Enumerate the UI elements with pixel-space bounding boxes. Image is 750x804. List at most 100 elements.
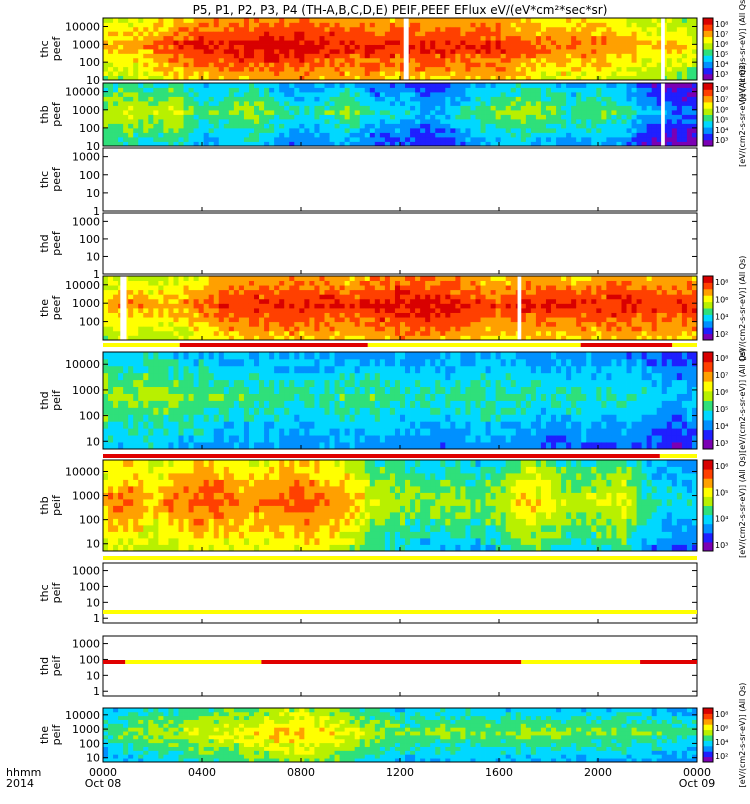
spectrogram-cell xyxy=(219,119,224,124)
spectrogram-cell xyxy=(123,110,128,115)
spectrogram-cell xyxy=(561,128,566,133)
spectrogram-cell xyxy=(425,326,430,331)
spectrogram-cell xyxy=(365,128,370,133)
spectrogram-cell xyxy=(581,317,586,322)
spectrogram-cell xyxy=(209,299,214,304)
spectrogram-cell xyxy=(430,119,435,124)
spectrogram-cell xyxy=(375,124,380,129)
spectrogram-cell xyxy=(571,303,576,308)
spectrogram-cell xyxy=(194,88,199,93)
spectrogram-cell xyxy=(501,31,506,36)
spectrogram-cell xyxy=(118,88,123,93)
spectrogram-cell xyxy=(652,299,657,304)
spectrogram-cell xyxy=(420,119,425,124)
spectrogram-cell xyxy=(133,290,138,295)
spectrogram-cell xyxy=(465,67,470,72)
spectrogram-cell xyxy=(244,313,249,318)
spectrogram-cell xyxy=(133,331,138,336)
spectrogram-cell xyxy=(279,331,284,336)
spectrogram-cell xyxy=(249,313,254,318)
spectrogram-cell xyxy=(108,83,113,88)
spectrogram-cell xyxy=(526,45,531,50)
spectrogram-cell xyxy=(375,83,380,88)
spectrogram-cell xyxy=(274,133,279,138)
spectrogram-cell xyxy=(294,83,299,88)
spectrogram-cell xyxy=(435,110,440,115)
spectrogram-cell xyxy=(667,128,672,133)
spectrogram-cell xyxy=(450,294,455,299)
spectrogram-cell xyxy=(460,313,465,318)
spectrogram-cell xyxy=(420,137,425,142)
spectrogram-cell xyxy=(561,110,566,115)
spectrogram-cell xyxy=(611,128,616,133)
spectrogram-cell xyxy=(481,285,486,290)
spectrogram-cell xyxy=(259,97,264,102)
spectrogram-cell xyxy=(526,308,531,313)
spectrogram-cell xyxy=(189,49,194,54)
spectrogram-cell xyxy=(138,36,143,41)
spectrogram-cell xyxy=(143,18,148,23)
spectrogram-cell xyxy=(340,45,345,50)
spectrogram-cell xyxy=(163,92,168,97)
spectrogram-cell xyxy=(294,331,299,336)
spectrogram-cell xyxy=(415,313,420,318)
spectrogram-cell xyxy=(611,281,616,286)
spectrogram-cell xyxy=(380,133,385,138)
spectrogram-cell xyxy=(209,276,214,281)
spectrogram-cell xyxy=(294,58,299,63)
spectrogram-cell xyxy=(657,331,662,336)
spectrogram-cell xyxy=(319,71,324,76)
spectrogram-cell xyxy=(370,97,375,102)
spectrogram-cell xyxy=(687,22,692,27)
spectrogram-cell xyxy=(350,40,355,45)
spectrogram-cell xyxy=(219,313,224,318)
spectrogram-cell xyxy=(133,92,138,97)
spectrogram-cell xyxy=(551,71,556,76)
spectrogram-cell xyxy=(219,137,224,142)
spectrogram-cell xyxy=(385,276,390,281)
spectrogram-cell xyxy=(189,45,194,50)
spectrogram-cell xyxy=(627,313,632,318)
spectrogram-cell xyxy=(113,285,118,290)
spectrogram-cell xyxy=(274,40,279,45)
spectrogram-cell xyxy=(375,133,380,138)
spectrogram-cell xyxy=(450,303,455,308)
spectrogram-cell xyxy=(345,124,350,129)
spectrogram-cell xyxy=(672,119,677,124)
spectrogram-cell xyxy=(108,101,113,106)
spectrogram-cell xyxy=(279,31,284,36)
spectrogram-cell xyxy=(581,36,586,41)
spectrogram-cell xyxy=(289,290,294,295)
spectrogram-cell xyxy=(234,31,239,36)
spectrogram-cell xyxy=(118,18,123,23)
spectrogram-cell xyxy=(556,285,561,290)
spectrogram-cell xyxy=(571,124,576,129)
spectrogram-cell xyxy=(395,281,400,286)
spectrogram-cell xyxy=(430,128,435,133)
spectrogram-cell xyxy=(642,317,647,322)
spectrogram-cell xyxy=(596,290,601,295)
spectrogram-cell xyxy=(234,45,239,50)
spectrogram-cell xyxy=(294,290,299,295)
spectrogram-cell xyxy=(324,88,329,93)
spectrogram-cell xyxy=(616,18,621,23)
spectrogram-cell xyxy=(496,115,501,120)
spectrogram-cell xyxy=(611,299,616,304)
spectrogram-cell xyxy=(345,106,350,111)
spectrogram-cell xyxy=(627,92,632,97)
spectrogram-cell xyxy=(687,88,692,93)
spectrogram-cell xyxy=(365,133,370,138)
spectrogram-cell xyxy=(627,45,632,50)
spectrogram-cell xyxy=(279,71,284,76)
spectrogram-cell xyxy=(687,71,692,76)
spectrogram-cell xyxy=(571,137,576,142)
spectrogram-cell xyxy=(113,45,118,50)
spectrogram-cell xyxy=(410,322,415,327)
spectrogram-cell xyxy=(632,36,637,41)
spectrogram-cell xyxy=(309,36,314,41)
spectrogram-cell xyxy=(350,45,355,50)
spectrogram-cell xyxy=(581,110,586,115)
spectrogram-cell xyxy=(596,67,601,72)
spectrogram-cell xyxy=(511,276,516,281)
spectrogram-cell xyxy=(340,308,345,313)
